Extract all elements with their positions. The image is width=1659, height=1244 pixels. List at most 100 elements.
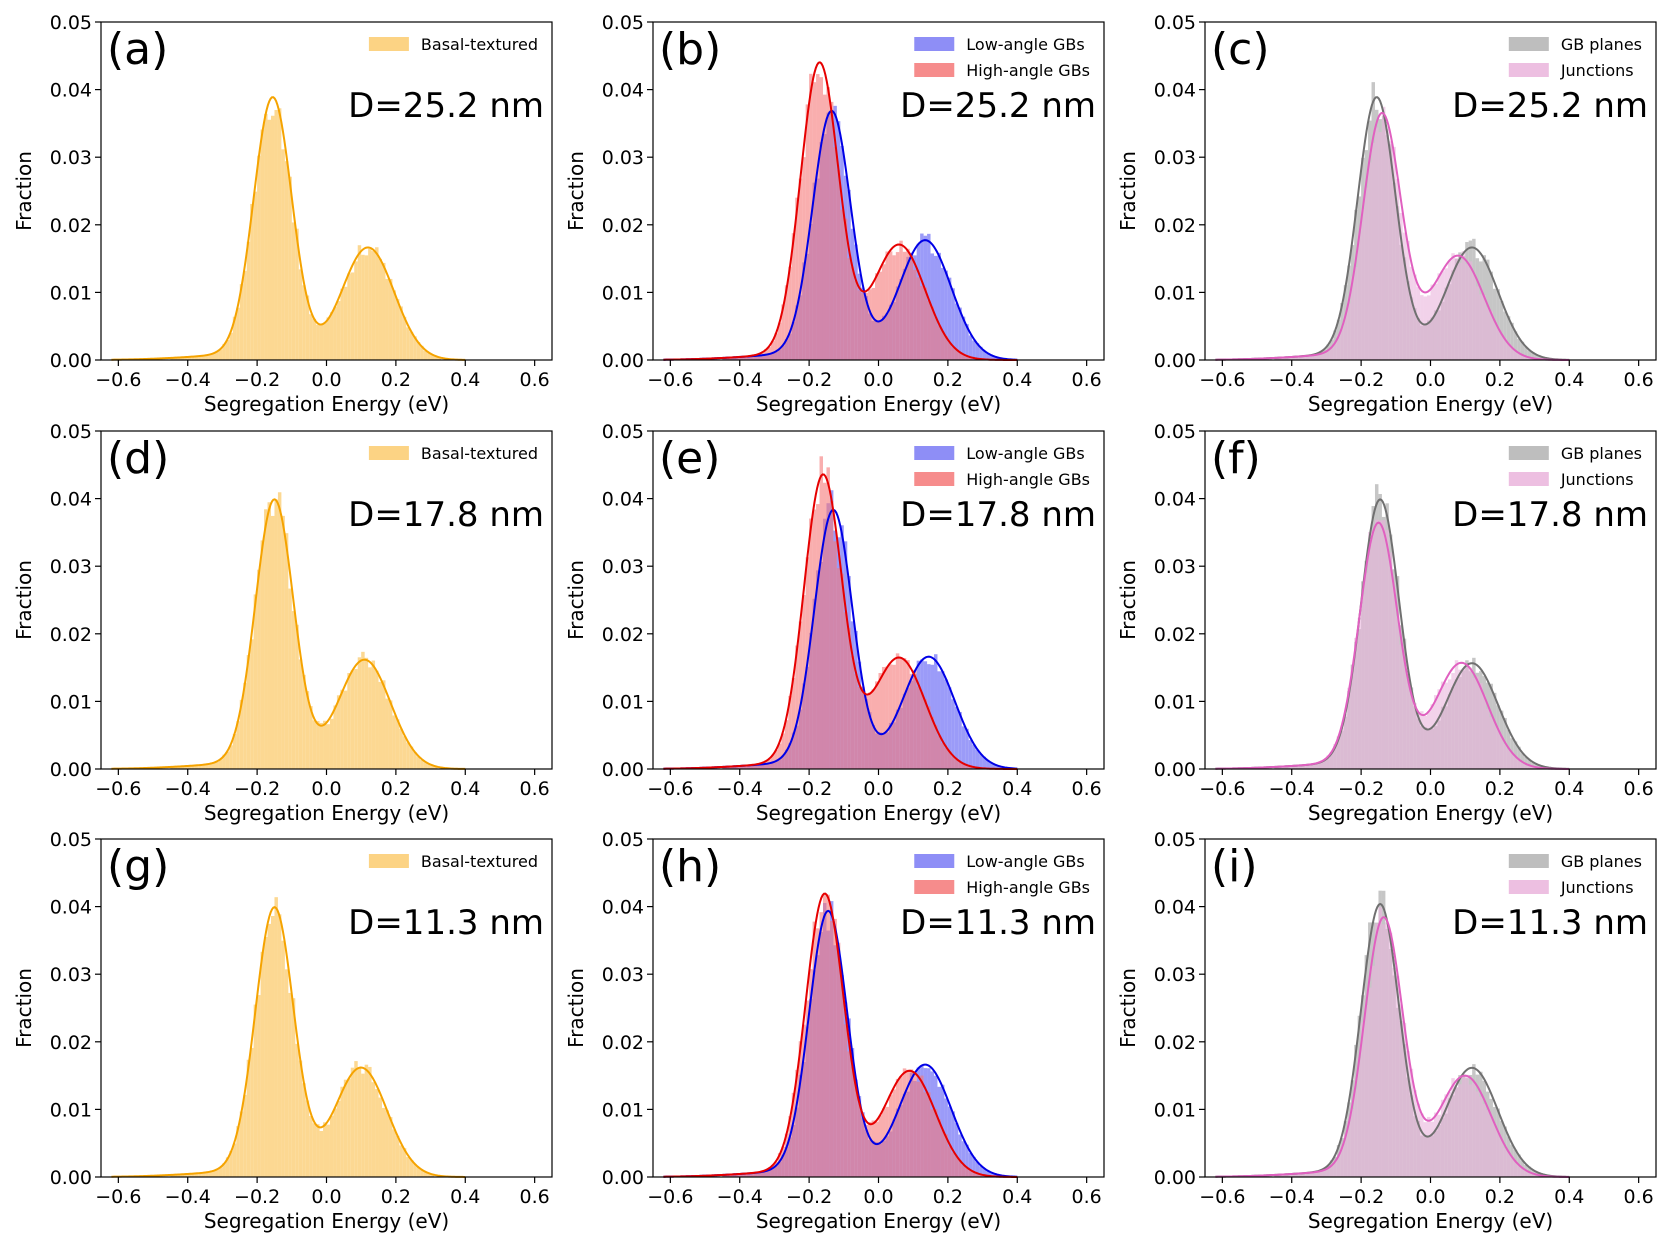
histogram-bar [972, 744, 976, 769]
histogram-bar [760, 763, 765, 769]
histogram-bar [1423, 296, 1428, 360]
x-tick-label: 0.6 [1624, 1186, 1654, 1208]
y-tick-label: 0.03 [602, 147, 644, 169]
histogram-bar [1427, 711, 1431, 769]
y-tick-label: 0.00 [50, 1167, 92, 1189]
histogram-bar [1343, 315, 1348, 360]
histogram-bar [1454, 660, 1459, 769]
y-tick-label: 0.04 [1154, 489, 1196, 511]
x-tick-label: −0.4 [717, 369, 763, 391]
x-tick-label: 0.2 [933, 1186, 963, 1208]
histogram-bar [1284, 357, 1289, 360]
histogram-bar [940, 743, 945, 769]
histogram-bar [923, 1092, 928, 1177]
histogram-bar [954, 759, 959, 769]
histogram-bar [302, 1083, 306, 1177]
histogram-bar [739, 1173, 744, 1177]
histogram-bar [1482, 1104, 1487, 1177]
histogram-bar [881, 666, 886, 769]
histogram-bar [750, 1172, 754, 1177]
histogram-bar [416, 1167, 421, 1177]
histogram-bar [954, 706, 959, 769]
histogram-bar [298, 659, 303, 769]
histogram-bar [1524, 346, 1528, 360]
legend-swatch [914, 854, 955, 868]
histogram-bar [1433, 1112, 1438, 1177]
histogram-bar [1288, 766, 1292, 769]
x-axis-label: Segregation Energy (eV) [756, 392, 1001, 416]
histogram-bar [267, 923, 271, 1177]
histogram-bar [257, 569, 261, 769]
histogram-bar [267, 502, 271, 769]
x-tick-label: 0.0 [1415, 778, 1445, 800]
histogram-bar [270, 115, 275, 360]
histogram-bar [305, 691, 310, 769]
histogram-bar [1447, 1091, 1452, 1177]
histogram-bar [906, 248, 910, 360]
histogram-bar [239, 1111, 244, 1177]
histogram-bar [1427, 1116, 1431, 1177]
histogram-bar [416, 342, 421, 360]
x-tick-label: −0.6 [647, 778, 693, 800]
histogram-bar [1347, 303, 1351, 360]
x-tick-label: −0.2 [1338, 369, 1384, 391]
histogram-bar [777, 743, 782, 769]
histogram-bar [829, 500, 834, 769]
histogram-bar [1347, 687, 1351, 769]
y-tick-label: 0.02 [602, 215, 644, 237]
histogram-bar [1347, 1121, 1351, 1177]
histogram-bar [937, 325, 941, 360]
kde-line-junctions [1215, 916, 1570, 1178]
histogram-bar [850, 656, 855, 769]
histogram-bar [225, 1157, 230, 1177]
histogram-bar [1503, 338, 1507, 360]
histogram-bar [427, 763, 431, 769]
histogram-bar [819, 912, 823, 1177]
histogram-bar [218, 1167, 223, 1177]
histogram-bar [909, 1069, 914, 1177]
histogram-bar [1413, 274, 1417, 360]
histogram-bar [947, 1146, 952, 1177]
y-tick-label: 0.01 [1154, 1099, 1196, 1121]
histogram-bar [1475, 1091, 1480, 1177]
histogram-bar [1364, 187, 1369, 360]
histogram-bar [388, 1117, 393, 1177]
histogram-bar [996, 357, 1000, 360]
histogram-bar [868, 692, 872, 769]
x-tick-label: 0.6 [1624, 369, 1654, 391]
histogram-bar [371, 1082, 376, 1177]
histogram-bar [1406, 1051, 1410, 1177]
legend-swatch [914, 880, 955, 894]
histogram-bar [378, 681, 383, 769]
y-axis-label: Fraction [12, 560, 36, 640]
histogram-bar [1385, 922, 1389, 1177]
x-tick-label: 0.4 [450, 1186, 480, 1208]
y-tick-label: 0.00 [1154, 759, 1196, 781]
histogram-bar [746, 765, 751, 769]
histogram-bar [767, 1167, 771, 1177]
y-tick-label: 0.00 [1154, 350, 1196, 372]
histogram-bar [722, 766, 726, 769]
histogram-bar [1506, 749, 1511, 769]
x-tick-label: 0.4 [450, 369, 480, 391]
histogram-bar [788, 266, 792, 360]
histogram-bar [1430, 1121, 1434, 1177]
histogram-bar [170, 357, 174, 360]
y-tick-label: 0.00 [602, 759, 644, 781]
histogram-bar [968, 335, 973, 360]
histogram-bar [229, 1151, 233, 1177]
histogram-bar [1302, 764, 1306, 769]
histogram-bar [350, 1067, 355, 1177]
histogram-bar [1336, 335, 1341, 360]
histogram-bar [1506, 343, 1511, 360]
y-tick-label: 0.01 [1154, 282, 1196, 304]
histogram-bar [892, 1089, 896, 1177]
histogram-bar [277, 914, 282, 1177]
histogram-bar [246, 241, 251, 360]
x-tick-label: 0.2 [1485, 1186, 1515, 1208]
legend-label: Junctions [1560, 878, 1634, 897]
histogram-bar [420, 345, 424, 360]
histogram-bar [180, 1174, 185, 1177]
histogram-bar [854, 1082, 858, 1177]
